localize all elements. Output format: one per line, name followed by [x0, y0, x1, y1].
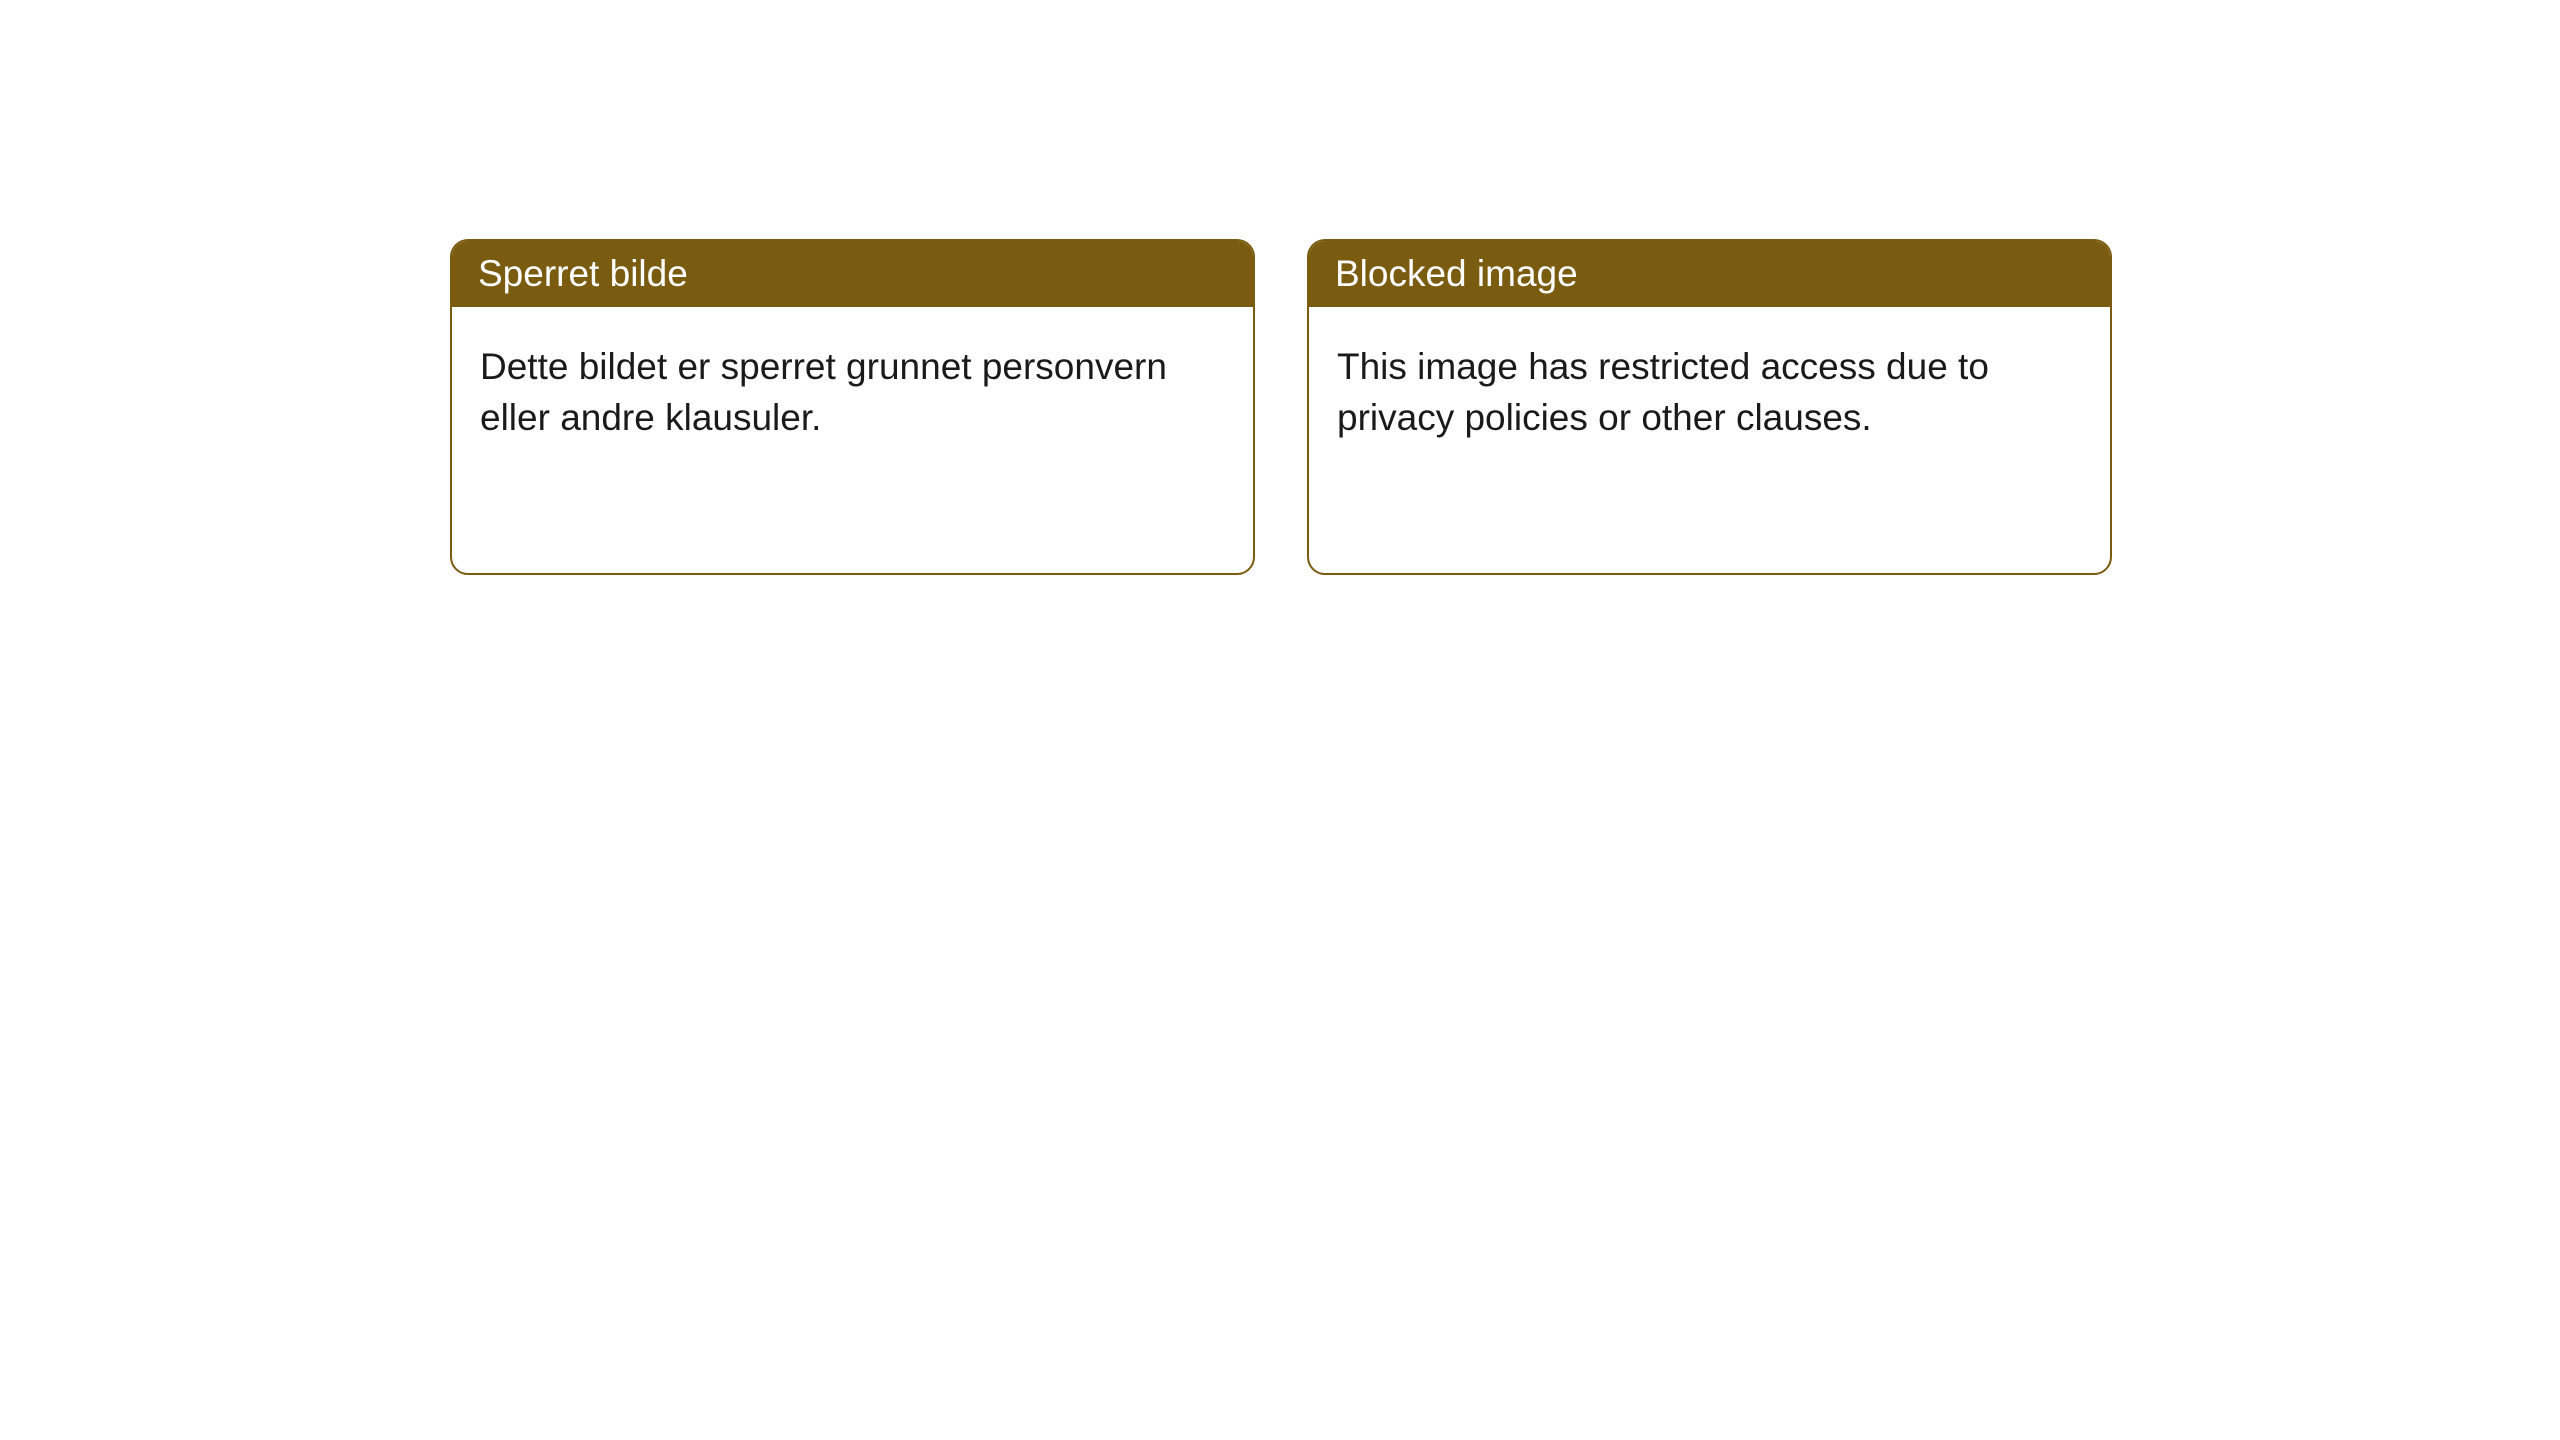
card-header-text: Blocked image [1335, 253, 1578, 294]
card-header-text: Sperret bilde [478, 253, 688, 294]
card-body-english: This image has restricted access due to … [1309, 307, 2110, 477]
card-header-norwegian: Sperret bilde [452, 241, 1253, 307]
card-header-english: Blocked image [1309, 241, 2110, 307]
notice-card-norwegian: Sperret bilde Dette bildet er sperret gr… [450, 239, 1255, 575]
notice-cards-container: Sperret bilde Dette bildet er sperret gr… [450, 239, 2112, 575]
card-body-text: Dette bildet er sperret grunnet personve… [480, 346, 1167, 438]
card-body-text: This image has restricted access due to … [1337, 346, 1989, 438]
card-body-norwegian: Dette bildet er sperret grunnet personve… [452, 307, 1253, 477]
notice-card-english: Blocked image This image has restricted … [1307, 239, 2112, 575]
